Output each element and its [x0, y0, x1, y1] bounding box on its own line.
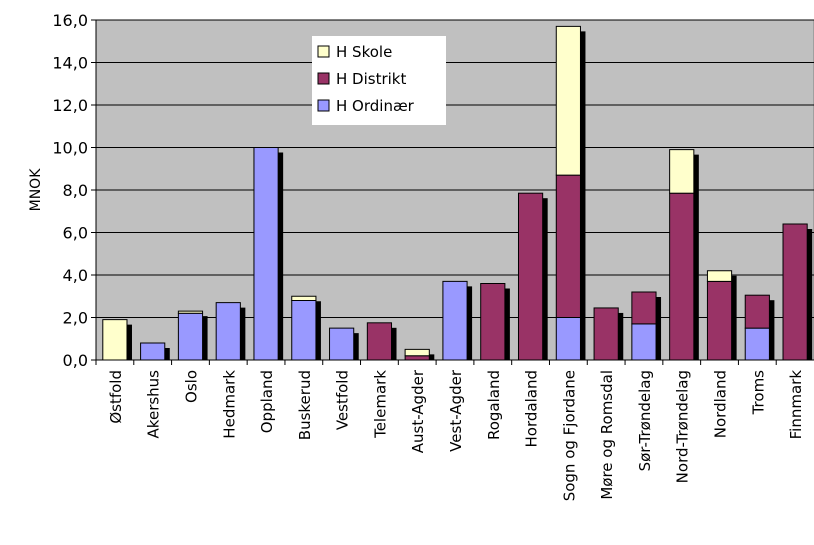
- y-tick-label: 16,0: [52, 11, 88, 30]
- x-tick-label: Nordland: [712, 370, 730, 438]
- bar-h-distrikt-18: [782, 223, 808, 361]
- y-tick-label: 14,0: [52, 54, 88, 73]
- bar-h-distrikt-10: [480, 283, 506, 361]
- bar-h-distrikt-13: [593, 307, 619, 361]
- x-tick-label: Finnmark: [787, 370, 805, 440]
- legend-label: H Ordinær: [336, 97, 415, 115]
- legend-label: H Distrikt: [336, 70, 406, 88]
- y-tick-label: 12,0: [52, 96, 88, 115]
- x-tick-label: Hordaland: [523, 370, 541, 447]
- bar-h-distrikt-14: [631, 291, 657, 325]
- x-tick-label: Sogn og Fjordane: [560, 370, 578, 501]
- x-tick-label: Østfold: [107, 370, 125, 424]
- legend-box: [312, 36, 446, 125]
- bar-h-ordin-r-6: [329, 327, 355, 361]
- bar-h-skole-12: [555, 25, 581, 176]
- legend: H Skole H Distrikt H Ordinær: [312, 36, 446, 125]
- bar-h-distrikt-17: [744, 294, 770, 329]
- bar-h-ordin-r-17: [744, 327, 770, 361]
- bar-h-distrikt-15: [669, 192, 695, 361]
- x-tick-label: Troms: [749, 370, 767, 416]
- x-tick-label: Oslo: [182, 370, 200, 403]
- y-tick-label: 0,0: [63, 351, 88, 370]
- x-tick-label: Buskerud: [296, 370, 314, 440]
- bar-h-skole-0: [102, 319, 128, 361]
- bar-h-skole-2: [177, 310, 204, 314]
- bar-h-skole-8: [404, 348, 430, 357]
- bar-h-distrikt-8: [404, 355, 430, 361]
- x-tick-label: Vestfold: [334, 370, 352, 430]
- x-tick-label: Rogaland: [485, 370, 503, 440]
- bar-h-ordin-r-9: [442, 280, 468, 361]
- y-tick-label: 6,0: [63, 224, 88, 243]
- x-tick-label: Akershus: [145, 370, 163, 439]
- bar-h-ordin-r-14: [631, 323, 657, 361]
- bar-h-distrikt-11: [517, 192, 544, 361]
- bar-h-skole-5: [291, 295, 317, 301]
- bar-h-skole-16: [706, 270, 733, 282]
- x-tick-label: Møre og Romsdal: [598, 370, 616, 500]
- x-tick-label: Nord-Trøndelag: [674, 370, 692, 483]
- y-tick-label: 4,0: [63, 266, 88, 285]
- x-tick-label: Hedmark: [220, 370, 238, 439]
- bar-h-distrikt-16: [706, 280, 733, 361]
- legend-swatch: [317, 99, 330, 112]
- x-tick-label: Aust-Agder: [409, 369, 427, 453]
- x-axis: Østfold Akershus Oslo Hedmark Oppland Buskeru…: [95, 360, 805, 501]
- bar-h-ordin-r-1: [140, 342, 166, 361]
- bar-h-distrikt-12: [555, 174, 581, 318]
- y-axis-label: MNOK: [28, 168, 44, 212]
- legend-swatch: [317, 72, 330, 85]
- x-tick-label: Oppland: [258, 370, 276, 433]
- y-tick-label: 2,0: [63, 309, 88, 328]
- legend-swatch: [317, 45, 330, 58]
- bar-h-ordin-r-3: [215, 302, 241, 361]
- bar-h-ordin-r-2: [177, 312, 204, 361]
- x-tick-label: Telemark: [371, 370, 389, 439]
- legend-label: H Skole: [336, 43, 392, 61]
- y-tick-label: 10,0: [52, 139, 88, 158]
- bar-h-distrikt-7: [366, 322, 393, 361]
- bar-h-ordin-r-12: [555, 317, 581, 361]
- bar-h-ordin-r-5: [291, 300, 317, 361]
- bar-h-skole-15: [669, 149, 695, 194]
- x-tick-label: Sør-Trøndelag: [636, 370, 654, 471]
- x-tick-label: Vest-Agder: [447, 369, 465, 452]
- bar-h-ordin-r-4: [253, 147, 279, 361]
- y-axis: 0,0 2,0 4,0 6,0 8,0 10,0 12,0 14,0 16,0: [52, 11, 97, 370]
- bars: [96, 25, 814, 361]
- y-tick-label: 8,0: [63, 181, 88, 200]
